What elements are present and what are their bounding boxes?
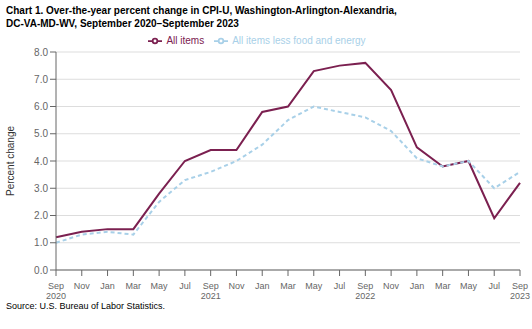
svg-text:Sep2023: Sep2023	[510, 281, 524, 300]
svg-text:1.0: 1.0	[34, 237, 48, 248]
svg-text:7.0: 7.0	[34, 74, 48, 85]
svg-text:8.0: 8.0	[34, 47, 48, 58]
svg-text:Nov: Nov	[74, 281, 91, 291]
svg-text:May: May	[151, 281, 169, 291]
svg-text:Mar: Mar	[435, 281, 451, 291]
html-text:All items less food and energy: All items less food and energy	[232, 34, 366, 46]
svg-text:Jul: Jul	[334, 281, 346, 291]
svg-text:Jan: Jan	[255, 281, 270, 291]
svg-text:Mar: Mar	[126, 281, 142, 291]
html-text:DC-VA-MD-WV, September 2020–Se: DC-VA-MD-WV, September 2020–September 20…	[6, 18, 239, 29]
svg-text:5.0: 5.0	[34, 128, 48, 139]
svg-text:Nov: Nov	[383, 281, 400, 291]
svg-text:2.0: 2.0	[34, 210, 48, 221]
svg-text:Jan: Jan	[100, 281, 115, 291]
svg-text:6.0: 6.0	[34, 101, 48, 112]
svg-text:Jul: Jul	[488, 281, 500, 291]
html-text:Chart 1. Over-the-year percent: Chart 1. Over-the-year percent change in…	[6, 5, 397, 16]
svg-text:Mar: Mar	[280, 281, 296, 291]
svg-text:Sep2022: Sep2022	[355, 281, 375, 300]
html-text:All items: All items	[166, 34, 205, 46]
svg-text:Nov: Nov	[228, 281, 245, 291]
svg-text:Jul: Jul	[179, 281, 191, 291]
svg-text:3.0: 3.0	[34, 183, 48, 194]
svg-text:Sep2020: Sep2020	[46, 281, 66, 300]
svg-text:May: May	[460, 281, 478, 291]
svg-text:4.0: 4.0	[34, 156, 48, 167]
svg-text:May: May	[305, 281, 323, 291]
svg-text:0.0: 0.0	[34, 265, 48, 276]
svg-text:Sep2021: Sep2021	[201, 281, 221, 300]
svg-text:Percent change: Percent change	[8, 126, 16, 196]
html-text:Source: U.S. Bureau of Labor S: Source: U.S. Bureau of Labor Statistics.	[6, 301, 166, 311]
svg-text:Jan: Jan	[410, 281, 425, 291]
